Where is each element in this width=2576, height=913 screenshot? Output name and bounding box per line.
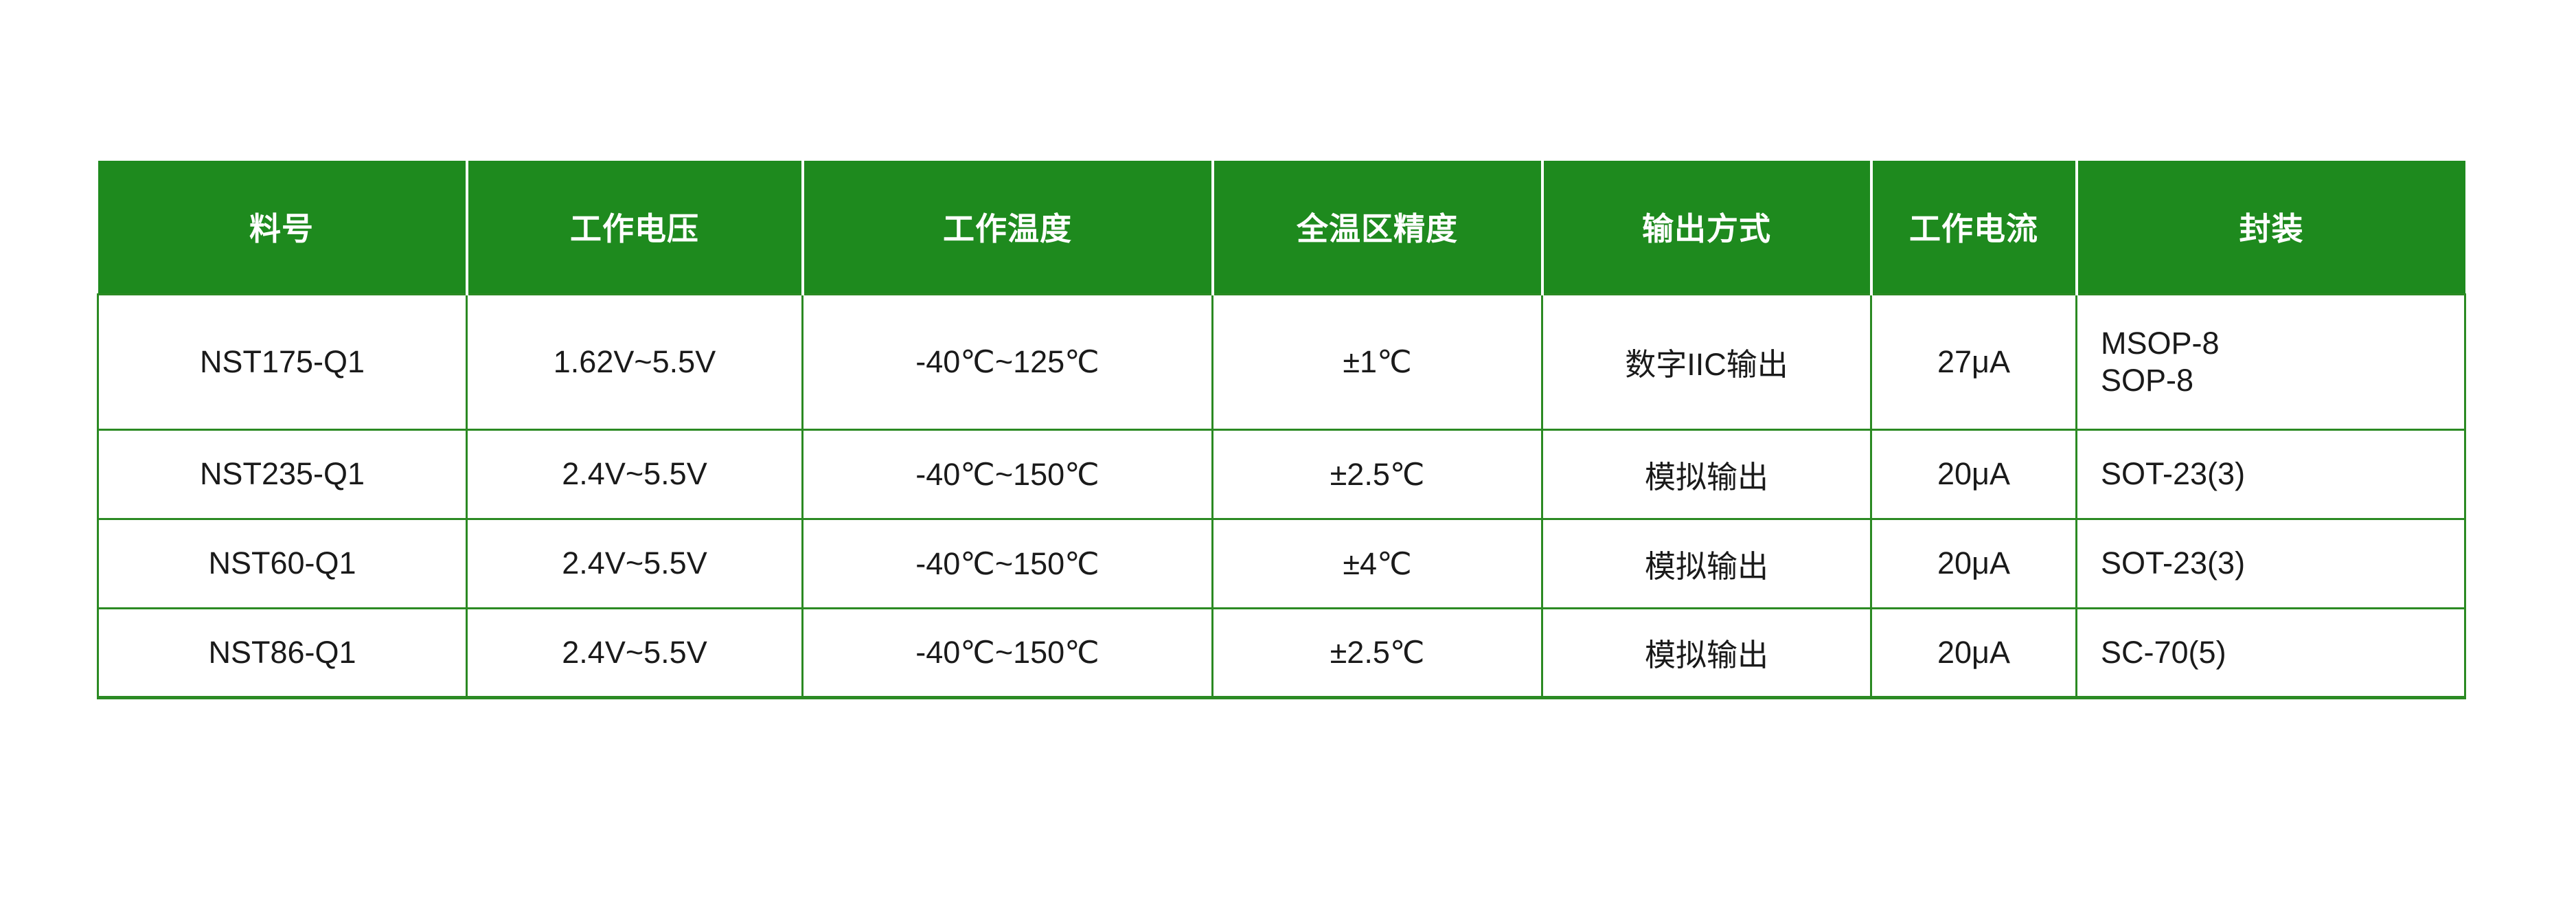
cell-part-number: NST175-Q1: [97, 293, 468, 431]
column-header-package: 封装: [2076, 161, 2465, 294]
cell-package: SOT-23(3): [2075, 428, 2466, 520]
cell-output: 模拟输出: [1541, 607, 1872, 699]
cell-temperature: -40℃~150℃: [801, 428, 1213, 520]
cell-current: 20μA: [1870, 517, 2077, 609]
cell-part-number: NST235-Q1: [97, 428, 468, 520]
cell-part-number: NST86-Q1: [97, 607, 468, 699]
column-header-operating-current: 工作电流: [1871, 161, 2078, 294]
cell-temperature: -40℃~150℃: [801, 607, 1213, 699]
cell-package: SC-70(5): [2075, 607, 2466, 699]
table-row: NST235-Q1 2.4V~5.5V -40℃~150℃ ±2.5℃ 模拟输出…: [97, 428, 2466, 520]
column-header-part-number: 料号: [98, 161, 468, 294]
cell-output: 模拟输出: [1541, 517, 1872, 609]
cell-package: MSOP-8 SOP-8: [2075, 293, 2466, 431]
cell-output: 数字IIC输出: [1541, 293, 1872, 431]
table-row: NST175-Q1 1.62V~5.5V -40℃~125℃ ±1℃ 数字IIC…: [97, 293, 2466, 431]
table-body: NST175-Q1 1.62V~5.5V -40℃~125℃ ±1℃ 数字IIC…: [97, 293, 2466, 699]
cell-current: 27μA: [1870, 293, 2077, 431]
cell-accuracy: ±4℃: [1211, 517, 1543, 609]
table-row: NST86-Q1 2.4V~5.5V -40℃~150℃ ±2.5℃ 模拟输出 …: [97, 607, 2466, 699]
table-row: NST60-Q1 2.4V~5.5V -40℃~150℃ ±4℃ 模拟输出 20…: [97, 517, 2466, 609]
cell-voltage: 1.62V~5.5V: [466, 293, 803, 431]
cell-voltage: 2.4V~5.5V: [466, 428, 803, 520]
cell-current: 20μA: [1870, 607, 2077, 699]
column-header-output-type: 输出方式: [1542, 161, 1873, 294]
column-header-full-range-accuracy: 全温区精度: [1212, 161, 1544, 294]
header-row: 料号 工作电压 工作温度 全温区精度 输出方式 工作电流 封装: [98, 161, 2465, 294]
product-spec-table: 料号 工作电压 工作温度 全温区精度 输出方式 工作电流 封装 NST175-Q…: [97, 161, 2466, 699]
package-line-2: SOP-8: [2101, 362, 2194, 398]
package-line-1: MSOP-8: [2101, 326, 2220, 361]
package-line-1: SOT-23(3): [2101, 545, 2246, 581]
cell-accuracy: ±2.5℃: [1211, 428, 1543, 520]
cell-accuracy: ±2.5℃: [1211, 607, 1543, 699]
cell-temperature: -40℃~150℃: [801, 517, 1213, 609]
cell-package: SOT-23(3): [2075, 517, 2466, 609]
package-line-1: SC-70(5): [2101, 634, 2226, 670]
cell-temperature: -40℃~125℃: [801, 293, 1213, 431]
cell-accuracy: ±1℃: [1211, 293, 1543, 431]
package-line-1: SOT-23(3): [2101, 456, 2246, 492]
cell-part-number: NST60-Q1: [97, 517, 468, 609]
column-header-operating-temperature: 工作温度: [802, 161, 1214, 294]
cell-output: 模拟输出: [1541, 428, 1872, 520]
table-header: 料号 工作电压 工作温度 全温区精度 输出方式 工作电流 封装: [98, 161, 2465, 294]
cell-voltage: 2.4V~5.5V: [466, 517, 803, 609]
cell-current: 20μA: [1870, 428, 2077, 520]
column-header-operating-voltage: 工作电压: [466, 161, 804, 294]
cell-voltage: 2.4V~5.5V: [466, 607, 803, 699]
